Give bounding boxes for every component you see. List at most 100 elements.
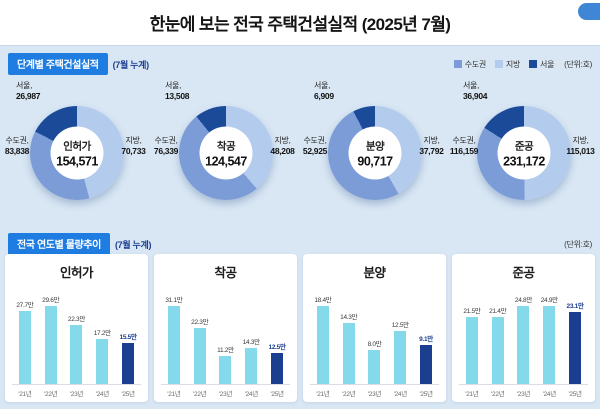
jibang-name: 지방,	[423, 136, 440, 145]
bar	[420, 345, 433, 384]
donut-title: 준공	[514, 140, 534, 152]
donut-chart: 착공 124,547	[179, 106, 273, 200]
bar-value-label: 14.3만	[242, 339, 260, 346]
corner-accent	[578, 3, 600, 20]
legend-swatch	[529, 60, 538, 68]
bar	[122, 343, 135, 384]
bar-slot: 29.6만	[38, 294, 64, 384]
jibang-value: 48,208	[270, 146, 295, 157]
sudogwon-name: 수도권,	[5, 136, 29, 145]
donut-인허가: 서울, 26,987 인허가 154,571 수도권, 83,838 지방, 70,733	[2, 76, 151, 228]
donut-chart: 분양 90,717	[328, 106, 422, 200]
bar-slot: 8.0만	[362, 338, 388, 384]
donut-chart: 인허가 154,571	[30, 106, 124, 200]
legend-label: 지방	[505, 59, 521, 69]
donut-title: 착공	[216, 140, 236, 152]
bar-value-label: 12.5만	[268, 344, 286, 351]
bar-value-label: 8.0만	[367, 341, 382, 348]
bar	[569, 312, 582, 384]
seoul-name: 서울,	[314, 81, 331, 90]
donut-total: 90,717	[357, 154, 393, 168]
seoul-label: 서울, 6,909	[314, 81, 334, 102]
x-axis-label: '22년	[193, 391, 207, 398]
bar-chart-row: 인허가 27.7만 29.6만 22.3만 17.2만 15.5만 '21년 '22년 '23년…	[5, 254, 595, 402]
legend-item-지방: 지방	[494, 59, 521, 70]
donut-title: 분양	[365, 140, 385, 152]
trend-section-badge: 전국 연도별 물량추이	[8, 233, 110, 255]
jibang-label: 지방, 70,733	[117, 136, 150, 157]
bar-value-label: 24.9만	[540, 297, 558, 304]
header: 한눈에 보는 전국 주택건설실적 (2025년 7월)	[0, 0, 600, 46]
x-axis-row: '21년 '22년 '23년 '24년 '25년	[310, 388, 439, 398]
bar	[543, 306, 556, 384]
bar-slot: 15.5만	[115, 331, 141, 384]
seoul-label: 서울, 26,987	[16, 81, 41, 102]
bar-value-label: 23.1만	[566, 303, 584, 310]
x-axis-label: '21년	[18, 391, 32, 398]
bar-slot: 21.5만	[459, 305, 485, 384]
bar-plot: 18.4만 14.3만 8.0만 12.5만 9.1만	[310, 284, 439, 385]
page-title: 한눈에 보는 전국 주택건설실적 (2025년 7월)	[149, 15, 451, 34]
bar-slot: 24.9만	[536, 294, 562, 384]
seoul-label: 서울, 36,904	[463, 81, 488, 102]
bar-slot: 22.3만	[187, 316, 213, 384]
bar-value-label: 22.3만	[191, 319, 209, 326]
bar-value-label: 21.5만	[463, 308, 481, 315]
jibang-label: 지방, 48,208	[266, 136, 299, 157]
trend-section-header: 전국 연도별 물량추이 (7월 누계) (단위:호)	[8, 233, 592, 255]
bar-slot: 14.3만	[238, 336, 264, 384]
bar-value-label: 18.4만	[314, 297, 332, 304]
x-axis-label: '21년	[316, 391, 330, 398]
bar-card-준공: 준공 21.5만 21.4만 24.8만 24.9만 23.1만 '21년 '22년 '23년 '…	[452, 254, 595, 402]
donut-title: 인허가	[63, 140, 91, 152]
jibang-label: 지방, 115,013	[564, 136, 597, 157]
bar-slot: 31.1만	[161, 294, 187, 384]
donut-center: 분양 90,717	[348, 126, 402, 180]
bar	[368, 350, 381, 384]
x-axis-label: '24년	[95, 391, 110, 398]
sudogwon-value: 116,159	[449, 146, 479, 157]
sudogwon-value: 52,925	[302, 146, 328, 157]
bar-plot: 31.1만 22.3만 11.2만 14.3만 12.5만	[161, 284, 290, 385]
x-axis-label: '23년	[367, 391, 382, 398]
seoul-value: 13,508	[165, 91, 190, 102]
bar-value-label: 31.1만	[165, 297, 183, 304]
donut-center: 인허가 154,571	[50, 126, 104, 180]
bar	[18, 311, 31, 384]
bar-card-title: 분양	[363, 266, 386, 280]
bar	[394, 331, 407, 384]
sudogwon-label: 수도권, 83,838	[2, 136, 32, 157]
donut-착공: 서울, 13,508 착공 124,547 수도권, 76,339 지방, 48,208	[151, 76, 300, 228]
jibang-name: 지방,	[125, 136, 142, 145]
donut-total: 231,172	[503, 154, 545, 168]
stage-section-suffix: (7월 누계)	[112, 59, 150, 70]
jibang-value: 70,733	[121, 146, 146, 157]
sudogwon-value: 76,339	[153, 146, 179, 157]
jibang-name: 지방,	[274, 136, 291, 145]
seoul-name: 서울,	[165, 81, 182, 90]
x-axis-label: '24년	[244, 391, 259, 398]
bar-value-label: 24.8만	[514, 297, 533, 304]
stage-unit-label: (단위:호)	[564, 59, 592, 69]
legend-label: 서울	[540, 59, 555, 69]
x-axis-label: '22년	[342, 391, 356, 398]
seoul-value: 26,987	[16, 91, 41, 102]
bar-slot: 9.1만	[413, 333, 439, 384]
bar-slot: 22.3만	[64, 313, 90, 384]
bar-value-label: 22.3만	[67, 316, 86, 323]
bar-card-착공: 착공 31.1만 22.3만 11.2만 14.3만 12.5만 '21년 '22년 '23년 '…	[154, 254, 297, 402]
sudogwon-name: 수도권,	[452, 136, 476, 145]
bar	[70, 325, 83, 384]
bar-value-label: 11.2만	[217, 347, 234, 354]
x-axis-label: '21년	[465, 391, 479, 398]
donut-total: 154,571	[56, 154, 98, 168]
x-axis-label: '25년	[419, 391, 433, 398]
bar-value-label: 29.6만	[42, 297, 60, 304]
x-axis-row: '21년 '22년 '23년 '24년 '25년	[161, 388, 290, 398]
seoul-label: 서울, 13,508	[165, 81, 190, 102]
donut-chart-row: 서울, 26,987 인허가 154,571 수도권, 83,838 지방, 70,733 서울…	[2, 76, 598, 228]
donut-분양: 서울, 6,909 분양 90,717 수도권, 52,925 지방, 37,792	[300, 76, 449, 228]
donut-center: 착공 124,547	[199, 126, 253, 180]
trend-unit-label: (단위:호)	[564, 239, 592, 249]
x-axis-row: '21년 '22년 '23년 '24년 '25년	[12, 388, 141, 398]
